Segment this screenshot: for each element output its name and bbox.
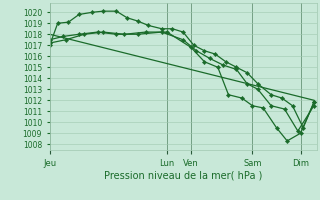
X-axis label: Pression niveau de la mer( hPa ): Pression niveau de la mer( hPa ) xyxy=(104,171,262,181)
